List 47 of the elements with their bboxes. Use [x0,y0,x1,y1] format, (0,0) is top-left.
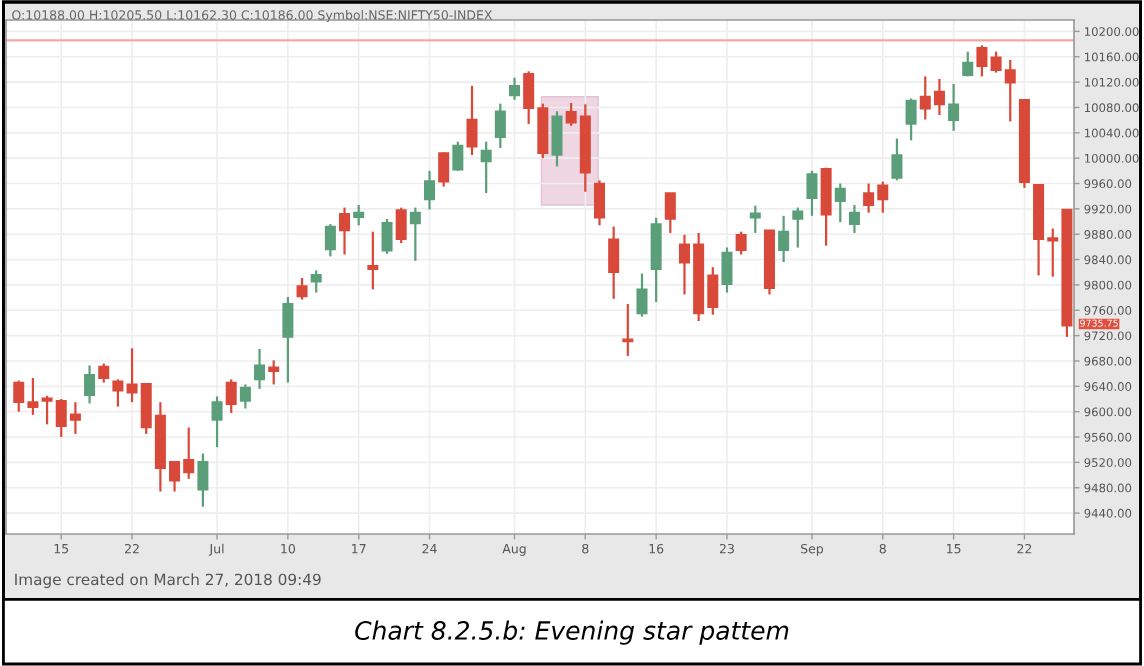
candlestick [905,97,917,142]
candlestick [792,206,804,249]
candlestick [806,169,818,217]
candlestick [962,50,974,78]
candlestick [84,364,96,405]
candlestick [197,452,209,508]
candlestick [480,140,492,195]
candlestick [608,225,620,300]
candlestick [593,179,605,227]
candlestick [452,140,464,172]
candlestick [282,295,294,384]
candlestick [395,206,407,245]
candlestick [848,203,860,235]
candlestick [381,217,393,255]
candlestick [424,169,436,211]
candlestick [508,76,521,101]
candlestick [296,276,308,301]
candlestick [438,151,450,188]
candlestick [367,230,379,291]
candlestick [353,203,365,227]
candlestick [466,84,478,157]
candlestick [409,206,421,262]
candlestick [225,378,237,415]
candlestick [636,272,648,318]
candlestick [494,102,506,150]
candlestick [976,44,988,78]
candlestick [339,206,351,256]
candlestick [98,362,110,384]
candlestick [721,246,733,294]
candlestick [310,269,322,294]
candlestick [254,347,266,390]
candlestick [551,110,563,168]
candlestick [891,137,903,182]
candlestick [749,204,761,235]
candlestick [820,166,832,247]
candlestick [948,82,960,133]
candlestick [735,230,747,256]
candlestick [268,359,280,386]
caption: Chart 8.2.5.b: Evening star pattem [355,620,789,645]
candlestick [239,383,251,410]
candlestick [211,395,223,449]
candlestick [112,378,124,408]
candlestick [324,222,336,258]
candlestick [778,214,790,264]
candlestick [664,191,676,235]
candlestick [834,182,846,224]
candlestick [650,216,662,304]
